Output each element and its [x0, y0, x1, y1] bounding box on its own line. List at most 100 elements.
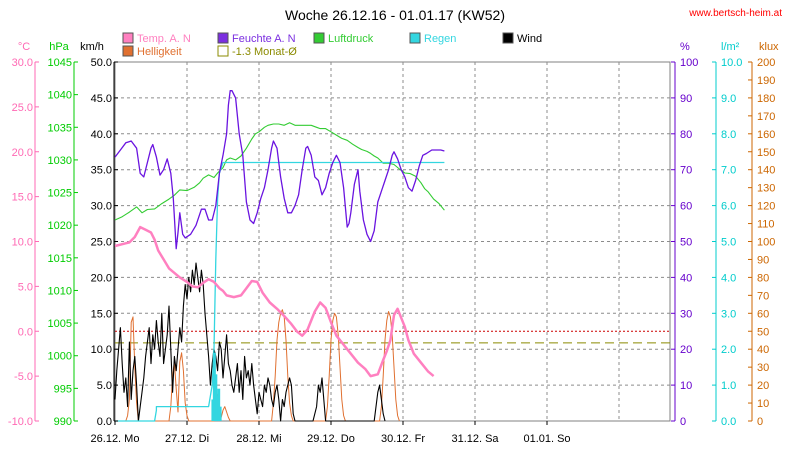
tick-label-pressure: 1010 — [48, 285, 72, 297]
tick-label-humidity: 10 — [680, 380, 692, 392]
tick-label-light: 200 — [757, 57, 775, 69]
x-tick-label: 30.12. Fr — [381, 433, 425, 445]
tick-label-light: 180 — [757, 93, 775, 105]
series-line-regen — [115, 161, 445, 422]
tick-label-pressure: 1025 — [48, 188, 72, 200]
tick-label-light: 130 — [757, 183, 775, 195]
axis-unit-temp: °C — [18, 41, 30, 53]
tick-label-temp: 20.0 — [12, 147, 33, 159]
rain-bar — [218, 406, 222, 421]
legend-label: Luftdruck — [328, 33, 374, 45]
series-line-luftdruck — [114, 122, 445, 221]
tick-label-light: 170 — [757, 111, 775, 123]
tick-label-wind: 30.0 — [91, 201, 112, 213]
axis-unit-wind: km/h — [80, 41, 104, 53]
tick-label-temp: 15.0 — [12, 192, 33, 204]
tick-label-pressure: 1020 — [48, 220, 72, 232]
tick-label-rain: 5.0 — [721, 237, 736, 249]
tick-label-wind: 10.0 — [91, 344, 112, 356]
tick-label-temp: 30.0 — [12, 57, 33, 69]
tick-label-light: 30 — [757, 362, 769, 374]
tick-label-pressure: 1000 — [48, 351, 72, 363]
legend-swatch — [217, 45, 229, 57]
series-line-temp-a-n — [114, 225, 435, 378]
series-layer — [114, 90, 445, 422]
tick-label-temp: 5.0 — [18, 281, 33, 293]
x-tick-label: 01.01. So — [523, 433, 570, 445]
series-line-feuchte-a-n — [114, 90, 445, 250]
tick-label-light: 100 — [757, 237, 775, 249]
legend-swatch — [313, 32, 325, 44]
legend-swatch — [409, 32, 421, 44]
tick-label-rain: 6.0 — [721, 201, 736, 213]
legend-label: -1.3 Monat-Ø — [232, 46, 297, 58]
tick-label-wind: 5.0 — [97, 380, 112, 392]
tick-label-wind: 35.0 — [91, 165, 112, 177]
chart-title: Woche 26.12.16 - 01.01.17 (KW52) — [285, 7, 505, 23]
tick-label-pressure: 1015 — [48, 253, 72, 265]
tick-label-rain: 10.0 — [721, 57, 742, 69]
tick-label-humidity: 0 — [680, 416, 686, 428]
tick-label-rain: 9.0 — [721, 93, 736, 105]
tick-label-rain: 2.0 — [721, 344, 736, 356]
legend-label: Feuchte A. N — [232, 33, 296, 45]
x-tick-label: 26.12. Mo — [91, 433, 140, 445]
tick-label-light: 10 — [757, 398, 769, 410]
tick-label-pressure: 1035 — [48, 122, 72, 134]
series-line-wind — [114, 262, 386, 422]
tick-label-pressure: 1040 — [48, 90, 72, 102]
axis-unit-rain: l/m² — [721, 41, 740, 53]
tick-label-humidity: 70 — [680, 165, 692, 177]
tick-label-light: 40 — [757, 344, 769, 356]
tick-label-light: 50 — [757, 326, 769, 338]
axes-layer: 30.025.020.015.010.05.00.0-5.0-10.0°C104… — [8, 41, 779, 445]
tick-label-light: 190 — [757, 75, 775, 87]
tick-label-wind: 25.0 — [91, 237, 112, 249]
tick-label-wind: 0.0 — [97, 416, 112, 428]
legend-label: Regen — [424, 33, 456, 45]
tick-label-light: 60 — [757, 308, 769, 320]
tick-label-light: 90 — [757, 254, 769, 266]
x-tick-label: 28.12. Mi — [236, 433, 281, 445]
tick-label-humidity: 50 — [680, 237, 692, 249]
tick-label-wind: 20.0 — [91, 272, 112, 284]
tick-label-pressure: 1045 — [48, 57, 72, 69]
tick-label-wind: 40.0 — [91, 129, 112, 141]
x-tick-label: 29.12. Do — [307, 433, 355, 445]
tick-label-temp: -10.0 — [8, 416, 33, 428]
tick-label-light: 80 — [757, 272, 769, 284]
legend: Temp. A. N Feuchte A. N Luftdruck Regen Wind… — [122, 32, 542, 58]
tick-label-wind: 50.0 — [91, 57, 112, 69]
tick-label-humidity: 40 — [680, 272, 692, 284]
tick-label-light: 20 — [757, 380, 769, 392]
tick-label-light: 120 — [757, 201, 775, 213]
legend-swatch — [122, 45, 134, 57]
tick-label-pressure: 995 — [54, 383, 72, 395]
plot-grid — [114, 61, 671, 422]
tick-label-humidity: 100 — [680, 57, 698, 69]
axis-unit-pressure: hPa — [49, 41, 69, 53]
tick-label-rain: 1.0 — [721, 380, 736, 392]
tick-label-light: 0 — [757, 416, 763, 428]
tick-label-light: 150 — [757, 147, 775, 159]
site-credit: www.bertsch-heim.at — [688, 8, 782, 19]
legend-swatch — [122, 32, 134, 44]
legend-label: Helligkeit — [137, 46, 182, 58]
tick-label-rain: 4.0 — [721, 272, 736, 284]
x-tick-label: 31.12. Sa — [451, 433, 499, 445]
tick-label-light: 70 — [757, 290, 769, 302]
tick-label-temp: 25.0 — [12, 102, 33, 114]
legend-label: Temp. A. N — [137, 33, 191, 45]
x-tick-label: 27.12. Di — [165, 433, 209, 445]
tick-label-humidity: 80 — [680, 129, 692, 141]
rain-bar — [217, 388, 221, 421]
tick-label-pressure: 1030 — [48, 155, 72, 167]
tick-label-pressure: 1005 — [48, 318, 72, 330]
tick-label-rain: 8.0 — [721, 129, 736, 141]
tick-label-humidity: 20 — [680, 344, 692, 356]
tick-label-temp: 10.0 — [12, 237, 33, 249]
tick-label-rain: 7.0 — [721, 165, 736, 177]
tick-label-light: 110 — [757, 219, 775, 231]
tick-label-wind: 45.0 — [91, 93, 112, 105]
